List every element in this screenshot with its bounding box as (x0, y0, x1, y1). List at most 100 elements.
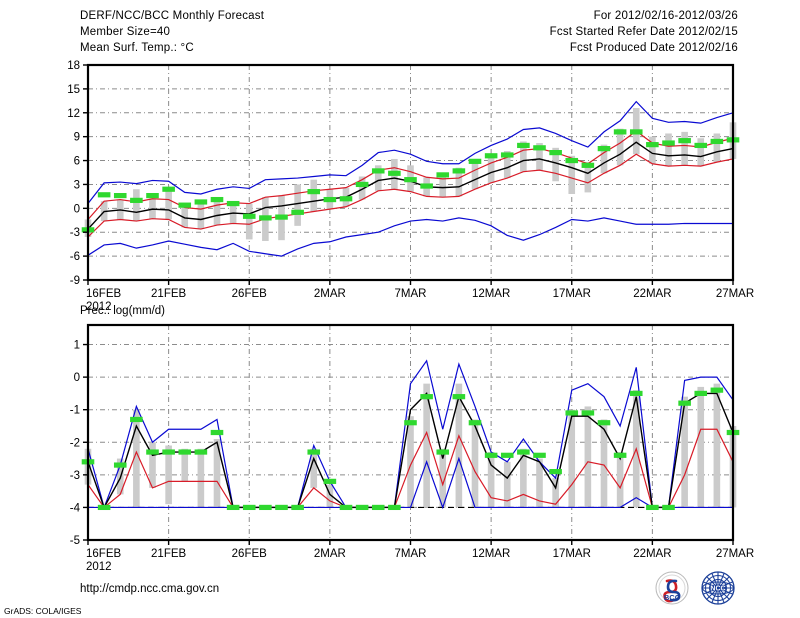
ensemble-bar (423, 383, 430, 508)
ensemble-bar (213, 198, 221, 226)
ensemble-bar (197, 201, 205, 230)
ensemble-bar (552, 478, 559, 508)
y-tick-label: -3 (70, 470, 80, 482)
series-line-ensemble-min (88, 456, 733, 510)
x-tick-label: 2MAR (314, 548, 346, 560)
ensemble-bar (358, 176, 366, 200)
x-tick-label: 27MAR (716, 548, 754, 560)
y-tick-label: 6 (74, 156, 80, 168)
x-tick-label: 17MAR (553, 548, 591, 560)
x-tick-label: 21FEB (151, 548, 186, 560)
x-axis-year-label: 2012 (86, 301, 112, 310)
y-tick-label: -5 (70, 535, 80, 547)
x-tick-label: 12MAR (472, 288, 510, 300)
x-tick-label: 21FEB (151, 288, 186, 300)
x-tick-label: 17MAR (553, 288, 591, 300)
ensemble-bar (455, 383, 463, 508)
ensemble-bar (503, 151, 511, 179)
forecast-range-label: For 2012/02/16-2012/03/26 (593, 10, 738, 22)
ensemble-bar (600, 144, 608, 174)
ensemble-bar (713, 383, 721, 508)
ensemble-bar (665, 133, 672, 167)
ensemble-bar (197, 448, 205, 508)
ensemble-bar (616, 128, 624, 166)
y-tick-label: -2 (70, 437, 80, 449)
svg-text:BCC: BCC (664, 593, 681, 602)
ensemble-bar (681, 131, 688, 166)
ensemble-bar (407, 416, 414, 508)
observed-markers (81, 129, 740, 233)
ensemble-bar (165, 445, 172, 505)
ensemble-bar (616, 452, 624, 508)
observed-markers (81, 387, 740, 511)
ensemble-bar (165, 187, 172, 220)
ensemble-bar (713, 133, 721, 163)
ensemble-bar (649, 136, 656, 164)
ensemble-bar (487, 452, 495, 508)
member-size-label: Member Size=40 (80, 26, 171, 38)
x-tick-label: 26FEB (232, 288, 267, 300)
y-tick-label: 18 (67, 60, 80, 72)
y-tick-label: -1 (70, 405, 80, 417)
y-tick-label: 12 (67, 108, 80, 120)
ensemble-bar (536, 143, 543, 171)
series-line-25th-percentile (87, 428, 734, 509)
bcc-logo-icon: BCC (655, 571, 689, 605)
series-line-25th-percentile (87, 153, 734, 238)
ensemble-bar (310, 179, 318, 212)
y-tick-label: 0 (74, 203, 80, 215)
ensemble-bar (600, 419, 608, 508)
ensemble-bar (374, 165, 382, 191)
ensemble-bar (471, 160, 479, 190)
y-tick-label: -9 (70, 275, 80, 287)
y-tick-label: -4 (70, 502, 81, 514)
ensemble-bar (568, 155, 576, 194)
svg-text:NCC: NCC (710, 586, 725, 593)
temp-axis-label: Mean Surf. Temp.: °C (80, 42, 194, 54)
series-line-ensemble-max (87, 359, 734, 510)
precipitation-chart: 1 0 -1 -2 -3 -4 -5 16FEB 21FEB 26FEB 2MAR 7MAR 12MAR… (0, 318, 800, 570)
x-axis: 16FEB 21FEB 26FEB 2MAR 7MAR 12MAR 17MAR 22MAR 27… (86, 280, 754, 310)
series-line-ensemble-max (87, 217, 733, 257)
x-axis: 16FEB 21FEB 26FEB 2MAR 7MAR 12MAR 17MAR 22MAR 27… (86, 540, 754, 570)
y-tick-label: -3 (70, 227, 80, 239)
ensemble-bar (326, 484, 334, 508)
ensemble-bar (584, 406, 592, 508)
series-line-ensemble-min (87, 100, 734, 204)
temperature-chart: 18 15 12 9 6 3 0 -3 -6 -9 16FEB 21FEB 26FEB 2MAR 7MAR 1… (0, 58, 800, 310)
ensemble-bar (439, 173, 447, 198)
ensemble-bar (181, 448, 189, 482)
ensemble-bar (149, 442, 156, 488)
y-tick-label: 3 (74, 179, 80, 191)
ensemble-bar (697, 138, 705, 167)
y-axis: 1 0 -1 -2 -3 -4 -5 (70, 340, 88, 547)
ensemble-bar (294, 184, 301, 226)
ensemble-bar (245, 203, 253, 240)
ensemble-bar (681, 396, 688, 508)
y-tick-label: -6 (70, 251, 80, 263)
y-tick-label: 9 (74, 132, 80, 144)
ensemble-bar (455, 167, 463, 197)
y-tick-label: 1 (74, 340, 80, 352)
source-url[interactable]: http://cmdp.ncc.cma.gov.cn (80, 583, 220, 595)
ensemble-bar (439, 448, 447, 508)
ensemble-bar (536, 458, 543, 508)
ensemble-bar (552, 147, 559, 182)
ensemble-bar (520, 448, 527, 508)
ncc-logo-icon: NCC (701, 571, 735, 605)
ensemble-bar (520, 141, 527, 172)
prec-axis-label: Prec.: log(mm/d) (80, 305, 165, 317)
ensemble-bar (503, 461, 511, 508)
y-axis: 18 15 12 9 6 3 0 -3 -6 -9 (67, 60, 88, 287)
x-axis-year-label: 2012 (86, 561, 112, 570)
x-tick-label: 26FEB (232, 548, 267, 560)
ensemble-bar (584, 162, 592, 193)
agency-logos: BCC NCC (654, 571, 742, 605)
y-tick-label: 15 (67, 84, 80, 96)
x-tick-label: 2MAR (314, 288, 346, 300)
ensemble-bar (213, 439, 221, 508)
y-tick-label: 0 (74, 372, 80, 384)
ensemble-bar (487, 154, 495, 183)
